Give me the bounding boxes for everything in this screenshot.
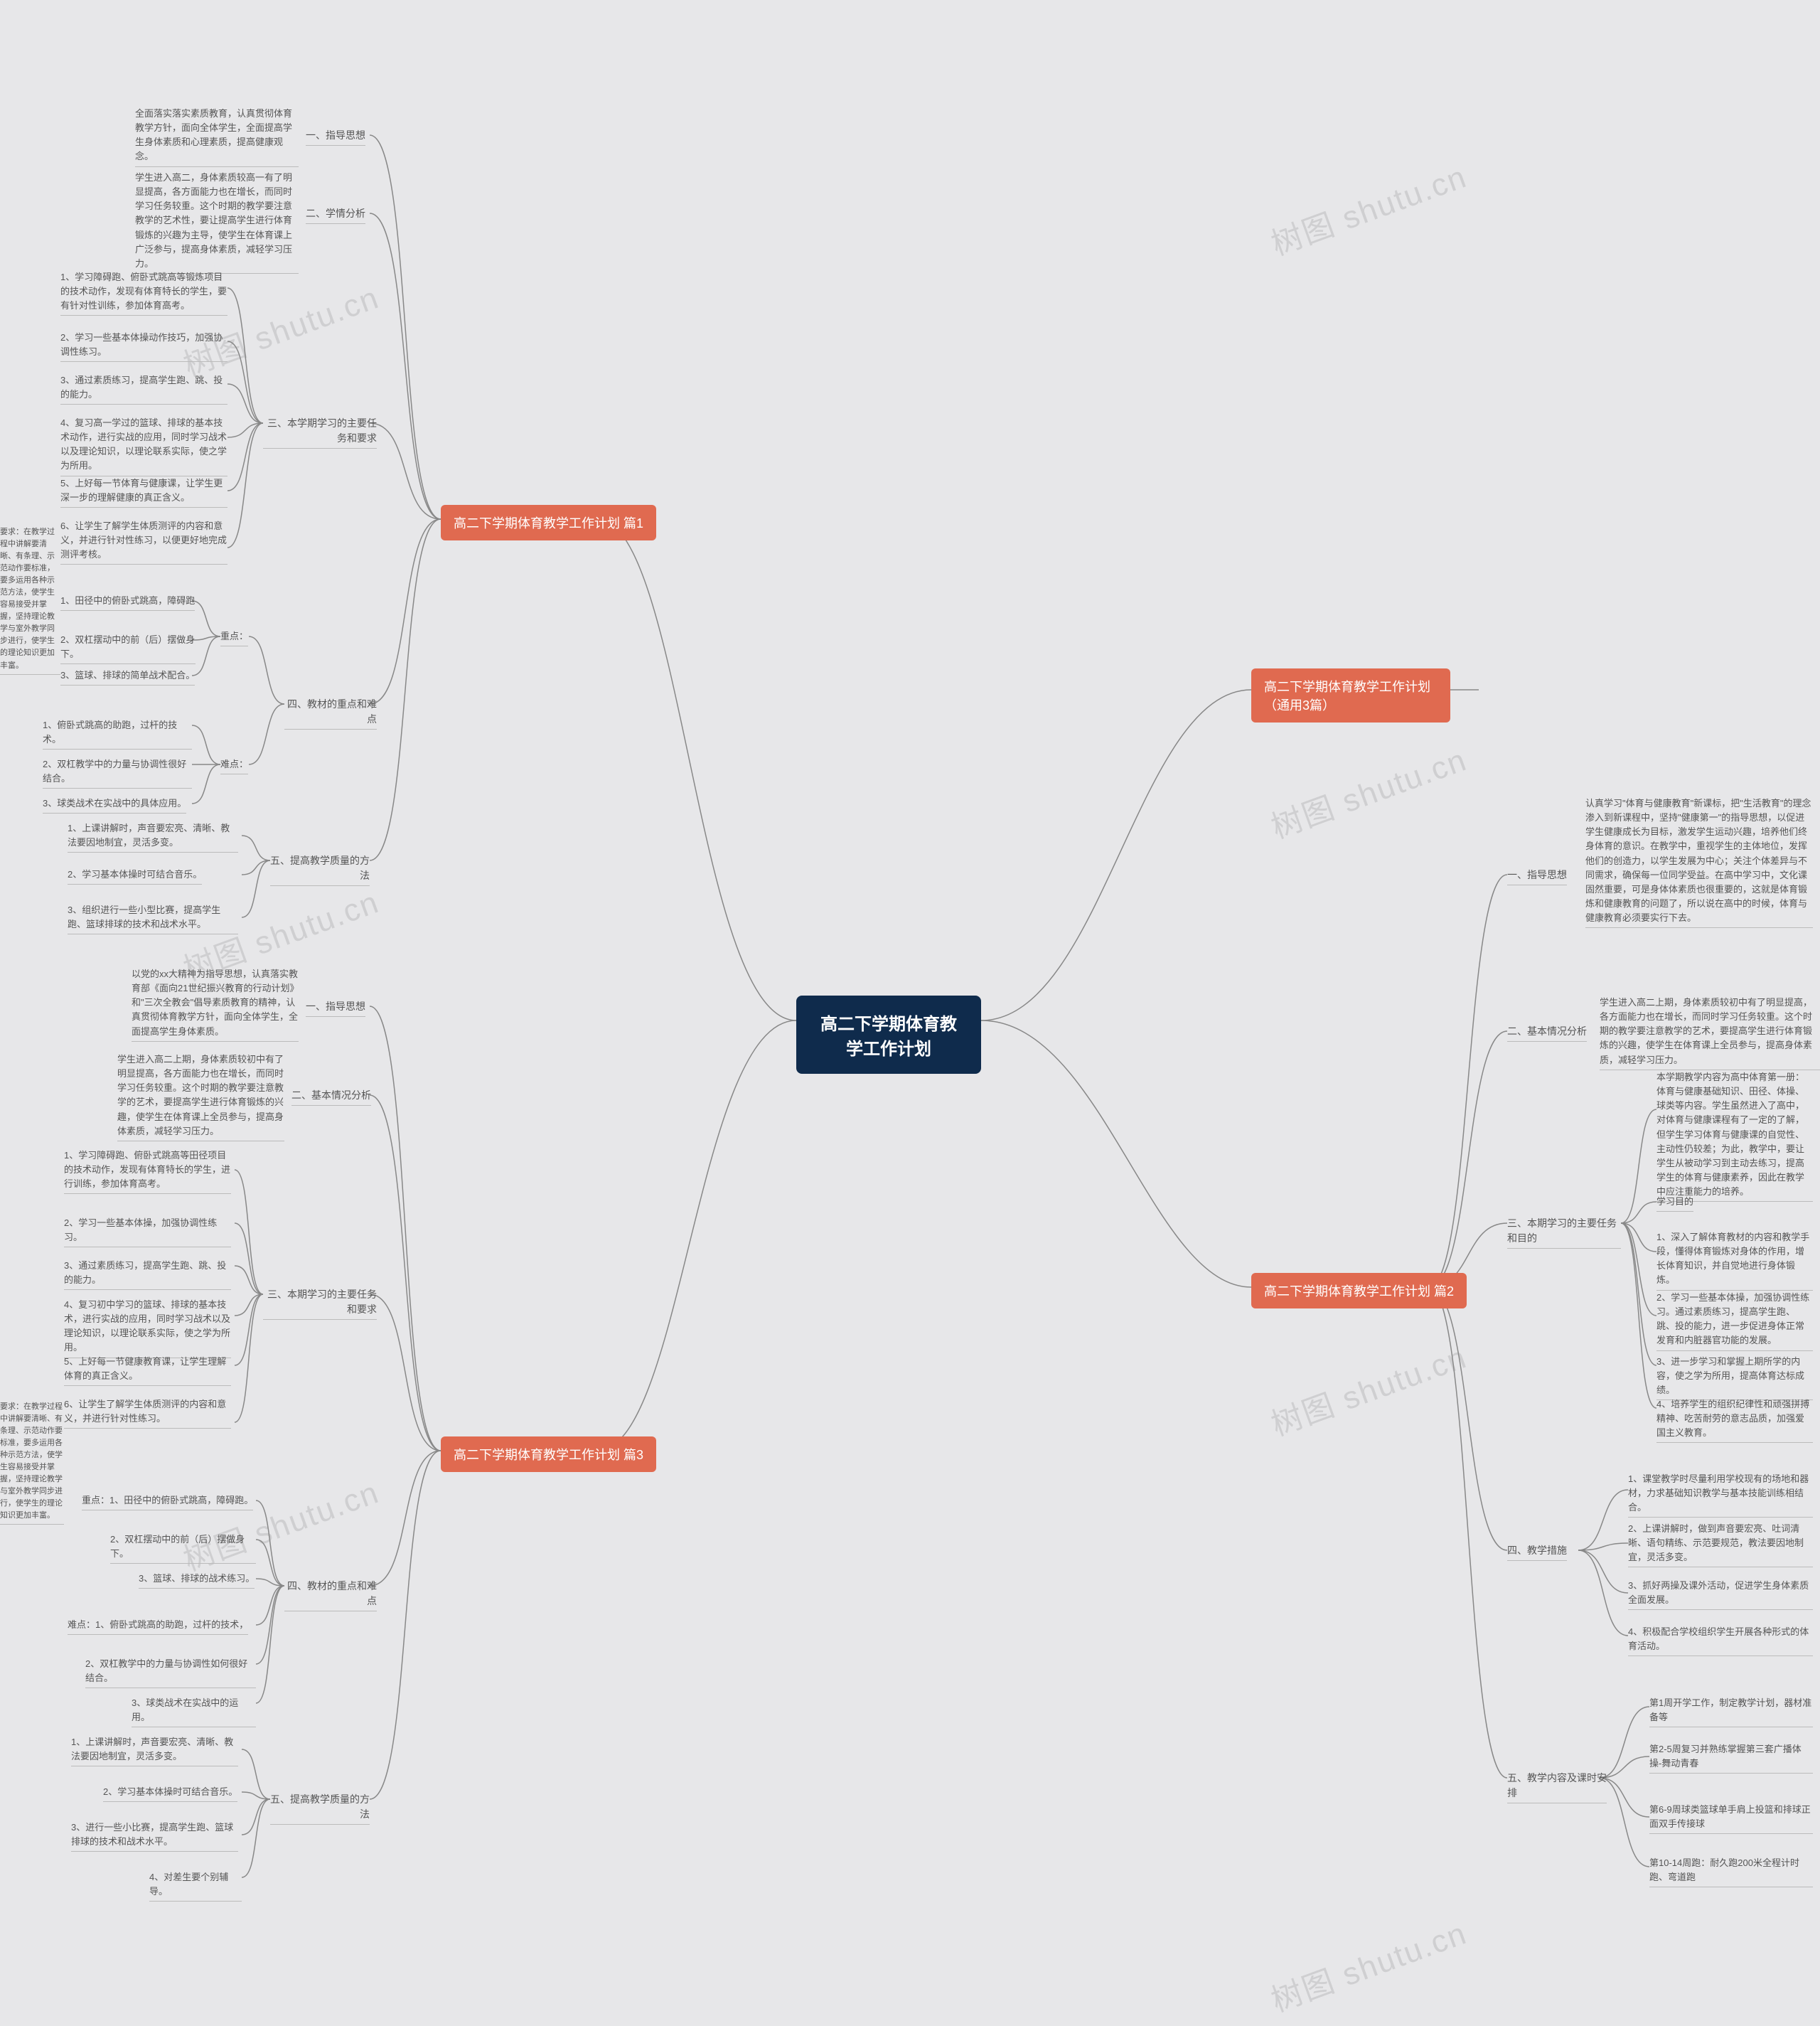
l1-s2-leaf: 学生进入高二，身体素质较高一有了明显提高，各方面能力也在增长，而同时学习任务较重… (135, 171, 299, 274)
l1-s4-zd1: 1、田径中的俯卧式跳高，障碍跑 (60, 594, 195, 611)
l1-s3-l1: 1、学习障碍跑、俯卧式跳高等锻炼项目的技术动作，发现有体育特长的学生，要有针对性… (60, 270, 228, 316)
branch-left-3: 高二下学期体育教学工作计划 篇3 (441, 1436, 656, 1472)
l3-s3-l4: 4、复习初中学习的篮球、排球的基本技术，进行实战的应用，同时学习战术以及理论知识… (64, 1298, 231, 1358)
l1-s1-label: 一、指导思想 (306, 128, 365, 146)
l1-s3-l3: 3、通过素质练习，提高学生跑、跳、投的能力。 (60, 373, 228, 405)
l3-s2-leaf: 学生进入高二上期，身体素质较初中有了明显提高，各方面能力也在增长，而同时学习任务… (117, 1052, 284, 1141)
r2-s4-label: 四、教学措施 (1507, 1543, 1567, 1561)
l3-s5-label: 五、提高教学质量的方法 (270, 1792, 370, 1825)
l1-s4-zd2: 2、双杠摆动中的前（后）摆做身下。 (60, 633, 196, 664)
branch-right-top: 高二下学期体育教学工作计划（通用3篇） (1251, 668, 1450, 723)
l3-s4-zd2: 2、双杠摆动中的前（后）摆做身下。 (110, 1532, 256, 1564)
l3-s4-zd3: 3、篮球、排球的战术练习。 (139, 1572, 255, 1589)
l3-s5-l4: 4、对差生要个别辅导。 (149, 1870, 242, 1902)
l3-s4-nd2: 2、双杠教学中的力量与协调性如何很好结合。 (85, 1657, 256, 1688)
r2-s5-l4: 第10-14周跑：耐久跑200米全程计时跑、弯道跑 (1649, 1856, 1813, 1887)
r2-s3-label: 三、本期学习的主要任务和目的 (1507, 1216, 1621, 1249)
watermark: 树图 shutu.cn (1264, 151, 1472, 265)
r2-s3-l4: 4、培养学生的组织纪律性和顽强拼搏精神、吃苦耐劳的意志品质，加强爱国主义教育。 (1656, 1397, 1813, 1443)
r2-s5-l3: 第6-9周球类篮球单手肩上投篮和排球正面双手传接球 (1649, 1803, 1813, 1834)
l3-s1-leaf: 以党的xx大精神为指导思想，认真落实教育部《面向21世纪振兴教育的行动计划》和"… (132, 967, 299, 1042)
l1-s4-nd-label: 难点： (220, 757, 248, 774)
r2-s5-l1: 第1周开学工作，制定教学计划，器材准备等 (1649, 1696, 1813, 1727)
r2-s4-l3: 3、抓好两操及课外活动，促进学生身体素质全面发展。 (1628, 1579, 1813, 1610)
l3-s3-l2: 2、学习一些基本体操，加强协调性练习。 (64, 1216, 231, 1247)
watermark: 树图 shutu.cn (1264, 735, 1472, 848)
l3-s4-nd3: 3、球类战术在实战中的运用。 (132, 1696, 256, 1727)
l1-s4-zd-label: 重点： (220, 629, 248, 646)
l3-s3-l3: 3、通过素质练习，提高学生跑、跳、投的能力。 (64, 1259, 231, 1290)
r2-s3-l1: 1、深入了解体育教材的内容和教学手段，懂得体育锻炼对身体的作用，增长体育知识，并… (1656, 1230, 1813, 1291)
r2-s3-l2: 2、学习一些基本体操，加强协调性练习。通过素质练习，提高学生跑、跳、投的能力，进… (1656, 1291, 1813, 1351)
l1-s2-label: 二、学情分析 (306, 206, 365, 224)
l1-s5-l1: 1、上课讲解时，声音要宏亮、清晰、教法要因地制宜，灵活多变。 (68, 821, 238, 853)
branch-right-2: 高二下学期体育教学工作计划 篇2 (1251, 1273, 1467, 1308)
l3-s4-nd-head: 难点：1、俯卧式跳高的助跑，过杆的技术， (68, 1618, 248, 1635)
l1-s3-l6sub: 要求：在教学过程中讲解要清晰、有条理、示范动作要标准，要多运用各种示范方法，使学… (0, 526, 60, 675)
r2-s2-leaf: 学生进入高二上期，身体素质较初中有了明显提高，各方面能力也在增长，而同时学习任务… (1600, 996, 1820, 1070)
l1-s3-l5: 5、上好每一节体育与健康课，让学生更深一步的理解健康的真正含义。 (60, 476, 228, 508)
l1-s5-label: 五、提高教学质量的方法 (270, 853, 370, 886)
l1-s3-label: 三、本学期学习的主要任务和要求 (263, 416, 377, 449)
l1-s1-leaf: 全面落实落实素质教育，认真贯彻体育教学方针，面向全体学生，全面提高学生身体素质和… (135, 107, 299, 167)
l3-s2-label: 二、基本情况分析 (291, 1088, 371, 1106)
l1-s3-l4: 4、复习高一学过的篮球、排球的基本技术动作，进行实战的应用，同时学习战术以及理论… (60, 416, 228, 476)
l1-s3-l2: 2、学习一些基本体操动作技巧，加强协调性练习。 (60, 331, 228, 362)
l3-s3-l1: 1、学习障碍跑、俯卧式跳高等田径项目的技术动作，发现有体育特长的学生，进行训练，… (64, 1148, 231, 1194)
l1-s4-nd2: 2、双杠教学中的力量与协调性很好结合。 (43, 757, 192, 789)
l3-s5-l1: 1、上课讲解时，声音要宏亮、清晰、教法要因地制宜，灵活多变。 (71, 1735, 238, 1766)
r2-s5-l2: 第2-5周复习并熟练掌握第三套广播体操-舞动青春 (1649, 1742, 1813, 1774)
l3-s5-l2: 2、学习基本体操时可结合音乐。 (103, 1785, 237, 1802)
root-node: 高二下学期体育教学工作计划 (796, 996, 981, 1074)
l3-s3-l6: 6、让学生了解学生体质测评的内容和意义，并进行针对性练习。 (64, 1397, 231, 1429)
l1-s5-l3: 3、组织进行一些小型比赛，提高学生跑、篮球排球的技术和战术水平。 (68, 903, 238, 934)
l3-s1-label: 一、指导思想 (306, 999, 365, 1017)
l1-s5-l2: 2、学习基本体操时可结合音乐。 (68, 868, 202, 885)
l3-s3-label: 三、本期学习的主要任务和要求 (263, 1287, 377, 1320)
r2-s1-label: 一、指导思想 (1507, 868, 1567, 885)
r2-s4-l4: 4、积极配合学校组织学生开展各种形式的体育活动。 (1628, 1625, 1813, 1656)
r2-s3-l3: 3、进一步学习和掌握上期所学的内容，使之学为所用，提高体育达标成绩。 (1656, 1355, 1813, 1400)
l3-s5-l3: 3、进行一些小比赛，提高学生跑、篮球排球的技术和战术水平。 (71, 1820, 238, 1852)
r2-s1-leaf: 认真学习"体育与健康教育"新课标，把"生活教育"的理念渗入到新课程中，坚持"健康… (1585, 796, 1813, 928)
watermark: 树图 shutu.cn (1264, 1908, 1472, 2021)
watermark: 树图 shutu.cn (1264, 1332, 1472, 1445)
l3-s4-zd-head: 重点：1、田径中的俯卧式跳高，障碍跑。 (82, 1493, 253, 1510)
l1-s4-nd1: 1、俯卧式跳高的助跑，过杆的技术。 (43, 718, 192, 750)
l1-s3-l6: 6、让学生了解学生体质测评的内容和意义，并进行针对性练习，以便更好地完成测评考核… (60, 519, 228, 565)
l1-s4-zd3: 3、篮球、排球的简单战术配合。 (60, 668, 195, 686)
r2-s4-l2: 2、上课讲解时，做到声音要宏亮、吐词清晰、语句精练、示范要规范，教法要因地制宜，… (1628, 1522, 1813, 1567)
r2-s5-label: 五、教学内容及课时安排 (1507, 1771, 1607, 1803)
l1-s4-label: 四、教材的重点和难点 (284, 697, 377, 730)
l1-s4-nd3: 3、球类战术在实战中的具体应用。 (43, 796, 186, 814)
l3-s3-l5: 5、上好每一节健康教育课，让学生理解体育的真正含义。 (64, 1355, 231, 1386)
mindmap-canvas: 树图 shutu.cn 树图 shutu.cn 树图 shutu.cn 树图 s… (0, 0, 1820, 2026)
l3-s3-l6sub: 要求：在教学过程中讲解要清晰、有条理、示范动作要标准，要多运用各种示范方法，使学… (0, 1401, 64, 1525)
r2-s2-label: 二、基本情况分析 (1507, 1024, 1587, 1042)
r2-s3-head: 学习目的 (1656, 1195, 1693, 1212)
l3-s4-label: 四、教材的重点和难点 (284, 1579, 377, 1611)
r2-s4-l1: 1、课堂教学时尽量利用学校现有的场地和器材，力求基础知识教学与基本技能训练相结合… (1628, 1472, 1813, 1518)
r2-s3-intro: 本学期教学内容为高中体育第一册：体育与健康基础知识、田径、体操、球类等内容。学生… (1656, 1070, 1813, 1202)
branch-left-1: 高二下学期体育教学工作计划 篇1 (441, 505, 656, 540)
